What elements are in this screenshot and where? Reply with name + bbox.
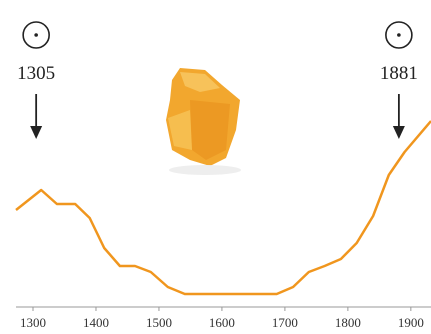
x-tick-label: 1900	[398, 315, 424, 330]
annotation-label: 1305	[17, 63, 55, 84]
x-tick-label: 1300	[20, 315, 46, 330]
x-tick-label: 1500	[146, 315, 172, 330]
x-tick-label: 1800	[335, 315, 361, 330]
sun-symbol	[385, 21, 413, 49]
annotation-label: 1881	[380, 63, 418, 84]
sun-symbol	[22, 21, 50, 49]
x-tick-label: 1400	[83, 315, 109, 330]
sun-dot	[34, 33, 38, 37]
x-tick-label: 1600	[209, 315, 235, 330]
arrow-head	[30, 126, 43, 139]
sun-dot	[397, 33, 401, 37]
arrow-head	[392, 126, 405, 139]
data-line	[15, 120, 431, 296]
mineral-image	[166, 68, 241, 175]
x-tick-label: 1700	[272, 315, 298, 330]
